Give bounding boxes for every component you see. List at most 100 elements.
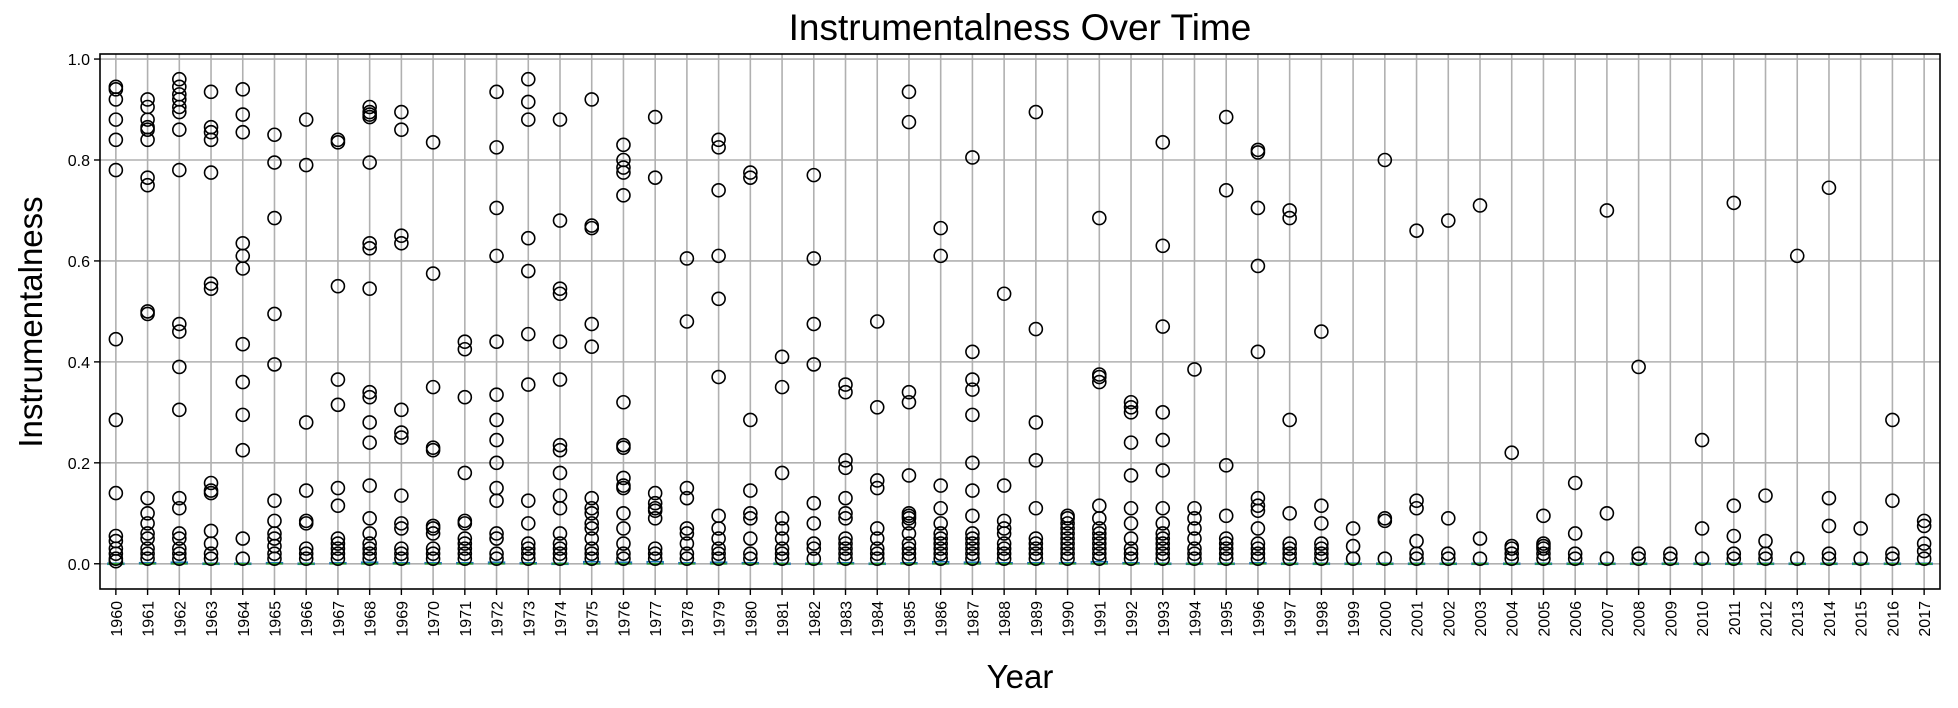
outlier-point [1536,541,1551,556]
outlier-point [457,516,473,531]
outlier-point [1377,152,1393,168]
outlier-point [1314,498,1329,514]
x-tick-label: 1961 [141,601,158,637]
boxes [107,560,1933,566]
outlier-point [140,526,155,541]
outlier-point [616,521,631,536]
outlier-point [520,551,536,567]
outlier-point [362,551,377,567]
outlier-point [267,357,282,372]
outlier-point [330,135,346,150]
outlier-point [520,493,536,508]
outlier-point [1028,536,1044,551]
outlier-point [711,291,726,307]
outlier-point [869,546,885,561]
outlier-point [1853,521,1868,536]
outlier-point [552,334,568,349]
outlier-point [838,384,853,400]
outlier-point [520,263,536,279]
outlier-point [457,551,473,567]
outlier-point [965,546,980,561]
y-axis-label: Instrumentalness [12,196,49,447]
outlier-point [774,465,790,481]
outlier-point [901,536,917,551]
y-tick-label: 0.8 [68,153,90,170]
outlier-point [647,511,663,526]
outlier-point [1155,531,1171,546]
x-tick-label: 1978 [680,601,697,637]
outlier-point [1821,546,1837,561]
x-tick-label: 2001 [1410,601,1427,637]
outlier-point [362,99,377,115]
outlier-point [1282,536,1297,551]
outlier-point [489,551,504,567]
x-tick-label: 1990 [1061,601,1078,637]
outlier-point [1504,546,1520,561]
outlier-point [774,546,790,561]
outlier-point [394,104,409,120]
outlier-point [235,124,251,140]
outlier-point [616,188,631,203]
outlier-point [1028,546,1044,561]
outlier-point [1028,500,1044,516]
outlier-point [1187,521,1202,536]
outlier-point [1916,518,1932,534]
x-tick-label: 2000 [1378,601,1395,637]
outlier-point [203,546,219,561]
outlier-point [933,500,948,516]
outlier-point [1028,321,1044,337]
outlier-point [1567,551,1583,567]
outlier-point [425,266,441,281]
outlier-point [1155,432,1171,448]
outlier-point [1155,500,1171,516]
outlier-point [267,493,282,508]
outlier-point [1314,324,1329,339]
x-tick-label: 2012 [1759,601,1776,637]
outlier-point [1123,500,1139,516]
outlier-point [1092,531,1107,546]
outlier-point [425,546,441,561]
outlier-point [647,546,663,561]
outlier-point [774,531,790,546]
outlier-point [1409,223,1424,238]
outlier-point [172,359,187,375]
outlier-point [996,546,1012,561]
outlier-point [1821,490,1837,506]
outlier-point [362,435,377,450]
outlier-point [1377,551,1393,567]
outlier-point [1155,526,1171,541]
outlier-point [711,551,726,567]
outlier-point [330,551,346,567]
x-tick-label: 1998 [1314,601,1331,637]
outlier-point [172,546,187,561]
outlier-point [330,278,346,294]
outlier-point [1250,258,1266,274]
outlier-point [616,536,631,551]
outlier-point [1218,531,1234,546]
outlier-point [1758,546,1773,561]
outlier-point [965,508,980,524]
outlier-point [1028,541,1044,556]
outlier-point [933,536,948,551]
outlier-point [584,521,600,536]
outlier-point [1060,541,1075,556]
outlier-point [489,200,504,216]
outlier-point [933,546,948,561]
outlier-point [711,182,726,198]
outlier-point [933,541,948,556]
outlier-point [1663,546,1678,561]
outlier-point [679,526,695,541]
outlier-point [1250,200,1266,216]
outlier-point [1060,531,1075,546]
x-tick-label: 1986 [934,601,951,637]
x-tick-label: 1977 [648,601,665,637]
outlier-point [489,387,504,402]
outlier-point [1218,536,1234,551]
outlier-point [394,430,409,445]
outlier-point [901,468,917,483]
x-tick-label: 1982 [807,601,824,637]
outlier-point [172,316,187,332]
outlier-point [965,526,980,541]
outlier-point [394,235,409,251]
outlier-point [1504,445,1520,461]
